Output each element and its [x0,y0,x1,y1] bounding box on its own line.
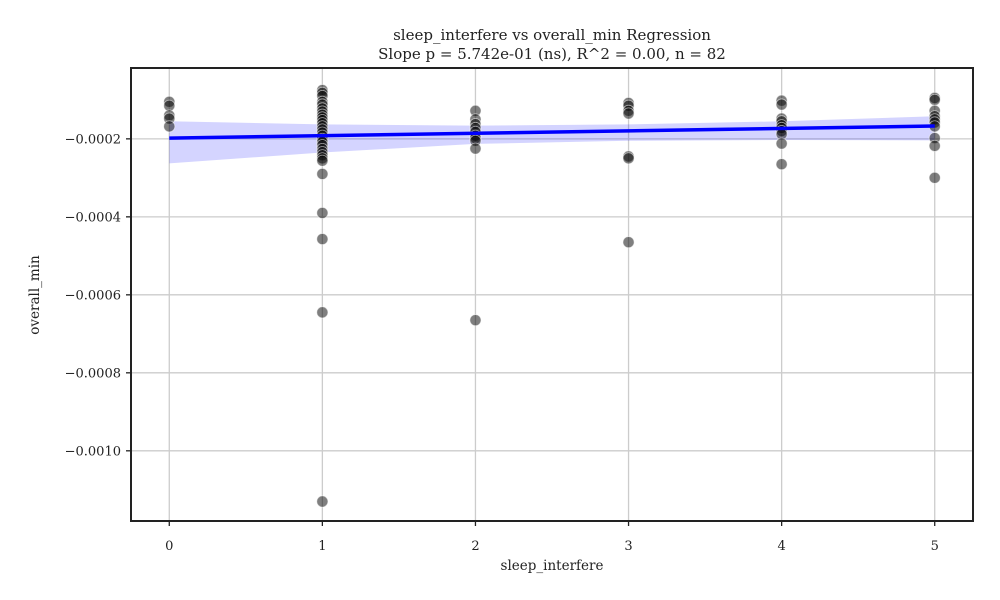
confidence-band [169,116,935,164]
scatter-point [316,495,329,508]
y-tick-label: −0.0004 [65,210,121,225]
scatter-point [928,139,941,152]
chart-title: sleep_interfere vs overall_min Regressio… [393,26,711,44]
scatter-point [622,236,635,249]
x-tick-label: 3 [624,539,632,554]
scatter-point [469,142,482,155]
x-tick-label: 5 [931,539,939,554]
regression-line [169,124,935,140]
x-tick-label: 1 [318,539,326,554]
scatter-point [622,152,635,165]
x-axis-label: sleep_interfere [501,558,604,574]
y-tick-label: −0.0008 [65,366,121,381]
x-tick-label: 4 [777,539,785,554]
y-axis-label: overall_min [27,255,43,335]
y-tick-label: −0.0010 [65,444,121,459]
scatter-point [316,233,329,246]
x-axis-ticks: 0 1 2 3 4 5 [165,521,939,554]
scatter-point [316,167,329,180]
scatter-point [775,137,788,150]
scatter-point [622,107,635,120]
scatter-point [775,98,788,111]
x-tick-label: 0 [165,539,173,554]
scatter-point [316,306,329,319]
scatter-point [775,158,788,171]
y-axis-ticks: −0.0002 −0.0004 −0.0006 −0.0008 −0.0010 [65,132,131,459]
y-tick-label: −0.0002 [65,132,121,147]
chart-subtitle: Slope p = 5.742e-01 (ns), R^2 = 0.00, n … [378,45,726,63]
scatter-point [316,154,329,167]
scatter-point [928,171,941,184]
scatter-point [928,93,941,106]
scatter-point [316,206,329,219]
x-tick-label: 2 [471,539,479,554]
scatter-point [163,120,176,133]
scatter-point [469,314,482,327]
y-tick-label: −0.0006 [65,288,121,303]
